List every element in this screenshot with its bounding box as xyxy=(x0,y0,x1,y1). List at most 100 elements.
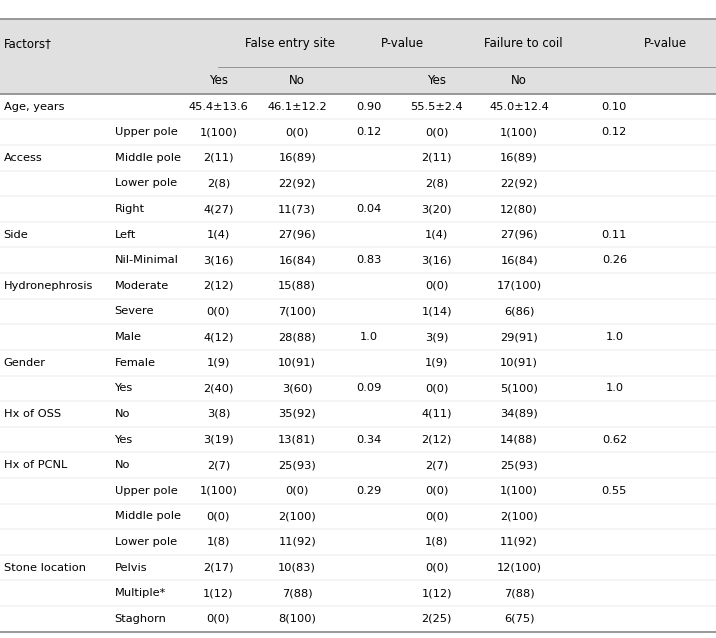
Text: 55.5±2.4: 55.5±2.4 xyxy=(410,101,463,112)
Text: 0.11: 0.11 xyxy=(601,230,627,240)
Text: 3(16): 3(16) xyxy=(203,255,233,265)
Text: 0.55: 0.55 xyxy=(601,486,627,496)
Text: Female: Female xyxy=(115,358,155,367)
Text: 0(0): 0(0) xyxy=(207,306,230,316)
Text: Severe: Severe xyxy=(115,306,154,316)
Text: Side: Side xyxy=(4,230,29,240)
Text: 1(12): 1(12) xyxy=(422,588,452,598)
Text: 2(11): 2(11) xyxy=(422,153,452,163)
Text: 16(84): 16(84) xyxy=(500,255,538,265)
Text: Hx of PCNL: Hx of PCNL xyxy=(4,460,67,470)
Text: 0(0): 0(0) xyxy=(286,486,309,496)
Text: False entry site: False entry site xyxy=(245,36,335,50)
Text: 4(11): 4(11) xyxy=(422,409,452,419)
Text: 11(92): 11(92) xyxy=(500,537,538,547)
Text: 7(88): 7(88) xyxy=(504,588,534,598)
Text: 2(40): 2(40) xyxy=(203,383,233,393)
Text: 2(11): 2(11) xyxy=(203,153,233,163)
Text: 17(100): 17(100) xyxy=(496,281,542,291)
Text: 7(100): 7(100) xyxy=(279,306,316,316)
Text: 0.12: 0.12 xyxy=(601,127,627,137)
Text: Factors†: Factors† xyxy=(4,36,52,50)
Text: 5(100): 5(100) xyxy=(500,383,538,393)
Text: Pelvis: Pelvis xyxy=(115,563,147,572)
Text: No: No xyxy=(511,74,527,87)
Text: Upper pole: Upper pole xyxy=(115,486,178,496)
Text: 22(92): 22(92) xyxy=(500,179,538,188)
Text: 0(0): 0(0) xyxy=(425,512,448,521)
Text: 0.10: 0.10 xyxy=(601,101,627,112)
Text: 10(91): 10(91) xyxy=(279,358,316,367)
Text: No: No xyxy=(115,409,130,419)
Text: 1(4): 1(4) xyxy=(207,230,230,240)
Text: Nil-Minimal: Nil-Minimal xyxy=(115,255,178,265)
Text: 4(27): 4(27) xyxy=(203,204,233,214)
Text: 11(92): 11(92) xyxy=(279,537,316,547)
Text: 1(12): 1(12) xyxy=(203,588,233,598)
Text: Hydronephrosis: Hydronephrosis xyxy=(4,281,93,291)
Text: 1(100): 1(100) xyxy=(500,486,538,496)
Text: 25(93): 25(93) xyxy=(279,460,316,470)
Text: 2(100): 2(100) xyxy=(500,512,538,521)
Text: Left: Left xyxy=(115,230,136,240)
Text: 22(92): 22(92) xyxy=(279,179,316,188)
Text: Lower pole: Lower pole xyxy=(115,179,177,188)
Text: 4(12): 4(12) xyxy=(203,332,233,342)
Text: 3(20): 3(20) xyxy=(422,204,452,214)
Text: 2(7): 2(7) xyxy=(207,460,230,470)
Text: 0(0): 0(0) xyxy=(425,383,448,393)
Text: P-value: P-value xyxy=(644,36,687,50)
Text: 3(60): 3(60) xyxy=(282,383,312,393)
Text: 10(83): 10(83) xyxy=(279,563,316,572)
Text: 1(100): 1(100) xyxy=(200,127,237,137)
Text: 0.90: 0.90 xyxy=(356,101,382,112)
Text: 0.04: 0.04 xyxy=(356,204,382,214)
Text: 0.26: 0.26 xyxy=(601,255,627,265)
Text: Yes: Yes xyxy=(115,383,132,393)
Text: Male: Male xyxy=(115,332,142,342)
Text: 1(14): 1(14) xyxy=(422,306,452,316)
Text: 2(17): 2(17) xyxy=(203,563,233,572)
Text: 0(0): 0(0) xyxy=(425,563,448,572)
Text: 10(91): 10(91) xyxy=(500,358,538,367)
Text: 1(8): 1(8) xyxy=(207,537,230,547)
Text: 45.0±12.4: 45.0±12.4 xyxy=(489,101,549,112)
Text: 3(8): 3(8) xyxy=(207,409,230,419)
Text: 0.83: 0.83 xyxy=(356,255,382,265)
Text: 0.62: 0.62 xyxy=(601,434,627,445)
Text: 8(100): 8(100) xyxy=(279,614,316,624)
Text: 1(8): 1(8) xyxy=(425,537,448,547)
Text: 2(25): 2(25) xyxy=(422,614,452,624)
Text: Access: Access xyxy=(4,153,42,163)
Text: 25(93): 25(93) xyxy=(500,460,538,470)
Text: 2(12): 2(12) xyxy=(203,281,233,291)
Text: 0(0): 0(0) xyxy=(425,486,448,496)
Text: 3(9): 3(9) xyxy=(425,332,448,342)
Text: 0.12: 0.12 xyxy=(356,127,382,137)
Text: Age, years: Age, years xyxy=(4,101,64,112)
Text: 0.09: 0.09 xyxy=(356,383,382,393)
Text: 0(0): 0(0) xyxy=(286,127,309,137)
Text: 1(100): 1(100) xyxy=(500,127,538,137)
Text: 0(0): 0(0) xyxy=(425,127,448,137)
Text: P-value: P-value xyxy=(381,36,425,50)
Text: Right: Right xyxy=(115,204,145,214)
Text: 35(92): 35(92) xyxy=(279,409,316,419)
Text: 0.29: 0.29 xyxy=(356,486,382,496)
Text: Moderate: Moderate xyxy=(115,281,169,291)
Text: Hx of OSS: Hx of OSS xyxy=(4,409,61,419)
Text: 2(12): 2(12) xyxy=(422,434,452,445)
Text: 1(100): 1(100) xyxy=(200,486,237,496)
Text: 7(88): 7(88) xyxy=(282,588,312,598)
Text: 45.4±13.6: 45.4±13.6 xyxy=(188,101,248,112)
Text: 46.1±12.2: 46.1±12.2 xyxy=(267,101,327,112)
Text: Gender: Gender xyxy=(4,358,46,367)
Text: 11(73): 11(73) xyxy=(279,204,316,214)
Text: 15(88): 15(88) xyxy=(279,281,316,291)
Text: 6(86): 6(86) xyxy=(504,306,534,316)
Text: Middle pole: Middle pole xyxy=(115,153,180,163)
Text: 2(7): 2(7) xyxy=(425,460,448,470)
Text: 1.0: 1.0 xyxy=(359,332,378,342)
Bar xyxy=(0,19,716,94)
Text: Middle pole: Middle pole xyxy=(115,512,180,521)
